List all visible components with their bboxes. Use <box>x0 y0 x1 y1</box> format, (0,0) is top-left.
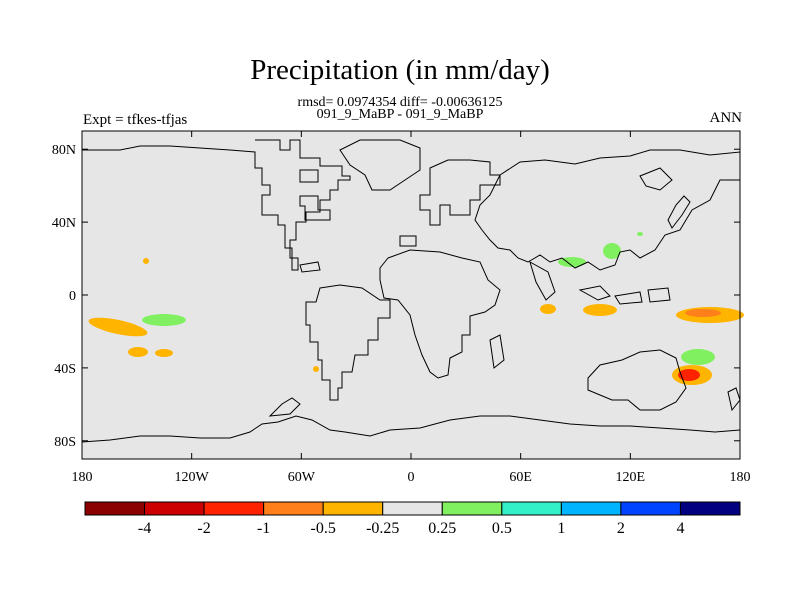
experiment-label: Expt = tfkes-tfjas <box>83 112 188 128</box>
coast-indonesia-3 <box>647 287 671 303</box>
coast-europe <box>419 159 501 226</box>
anomaly-patches <box>88 232 744 385</box>
patch-orange-indian-2 <box>583 304 617 316</box>
lat-tick-label: 40S <box>54 362 76 377</box>
coast-india <box>529 260 556 301</box>
colorbar-label: 4 <box>676 520 684 537</box>
lat-tick-label: 40N <box>52 216 76 231</box>
coast-asia <box>474 149 741 271</box>
lon-tick-label: 180 <box>72 470 93 485</box>
colorbar-swatch <box>84 501 146 516</box>
coast-cuba <box>299 261 321 273</box>
colorbar-label: -1 <box>257 520 270 537</box>
patch-orange-indian-1 <box>540 304 556 314</box>
patch-green-south-australia <box>681 349 715 365</box>
lon-tick-label: 120W <box>175 470 210 485</box>
colorbar-swatch <box>501 501 562 516</box>
colorbar-swatch <box>679 501 741 516</box>
lat-tick-label: 80N <box>52 143 76 158</box>
coastlines <box>81 139 741 443</box>
cases-subtitle: 091_9_MaBP - 091_9_MaBP <box>316 107 484 122</box>
coast-australia <box>587 349 687 411</box>
season-label: ANN <box>709 110 743 126</box>
lat-tick-label: 0 <box>69 289 76 304</box>
coast-kamchatka <box>639 167 673 191</box>
lon-tick-label: 60W <box>288 470 316 485</box>
colorbar-swatch <box>382 501 443 516</box>
map-background <box>82 131 740 459</box>
coast-japan <box>667 195 691 229</box>
coast-south-america <box>305 284 391 401</box>
coast-indonesia-2 <box>614 291 643 305</box>
colorbar: -4 -2 -1 -0.5 -0.25 0.25 0.5 1 2 4 <box>84 501 741 537</box>
coast-greenland <box>339 139 421 191</box>
colorbar-label: -0.25 <box>366 520 399 537</box>
colorbar-swatch <box>441 501 503 516</box>
colorbar-label: -0.5 <box>311 520 336 537</box>
coast-north-america <box>82 139 351 271</box>
lon-tick-label: 120E <box>616 470 646 485</box>
colorbar-swatch <box>322 501 384 516</box>
coast-madagascar <box>489 334 505 369</box>
colorbar-label: -4 <box>138 520 151 537</box>
patch-orange-south-pacific-3 <box>155 349 173 357</box>
coast-antarctic-peninsula <box>268 397 301 417</box>
coast-hudson <box>299 195 331 221</box>
lon-tick-label: 180 <box>730 470 751 485</box>
colorbar-label: -2 <box>197 520 210 537</box>
coast-africa <box>379 249 501 379</box>
colorbar-swatch <box>144 501 205 516</box>
colorbar-label: 1 <box>557 520 565 537</box>
patch-green-asia-1 <box>558 257 586 267</box>
colorbar-label: 2 <box>617 520 625 537</box>
coast-antarctica <box>81 415 741 443</box>
coast-arctic-islands <box>299 169 319 183</box>
coast-iceland <box>399 235 417 247</box>
patch-orange-atlantic <box>313 366 319 372</box>
colorbar-label: 0.5 <box>492 520 512 537</box>
patch-green-asia-3 <box>637 232 643 236</box>
patch-orange-south-pacific <box>88 317 148 337</box>
colorbar-label: 0.25 <box>428 520 456 537</box>
colorbar-swatch <box>203 501 265 516</box>
patch-orange-south-pacific-2 <box>128 347 148 357</box>
colorbar-swatch <box>560 501 622 516</box>
lon-tick-label: 0 <box>408 470 415 485</box>
lat-tick-label: 80S <box>54 435 76 450</box>
colorbar-swatch <box>620 501 681 516</box>
colorbar-swatch <box>263 501 324 516</box>
lon-tick-label: 60E <box>509 470 532 485</box>
patch-orange-small <box>143 258 149 264</box>
plot-title: Precipitation (in mm/day) <box>250 54 550 86</box>
patch-red-south-australia <box>678 369 700 381</box>
stats-subtitle: rmsd= 0.0974354 diff= -0.00636125 <box>297 95 503 110</box>
patch-green-asia-2 <box>603 243 621 259</box>
patch-green-south-pacific <box>142 314 186 326</box>
coast-indonesia-1 <box>578 285 611 301</box>
patch-red-tasman <box>685 309 721 317</box>
axis-ticks: 180 120W 60W 0 60E 120E 180 80N 40N 0 40S 80S <box>52 131 751 485</box>
